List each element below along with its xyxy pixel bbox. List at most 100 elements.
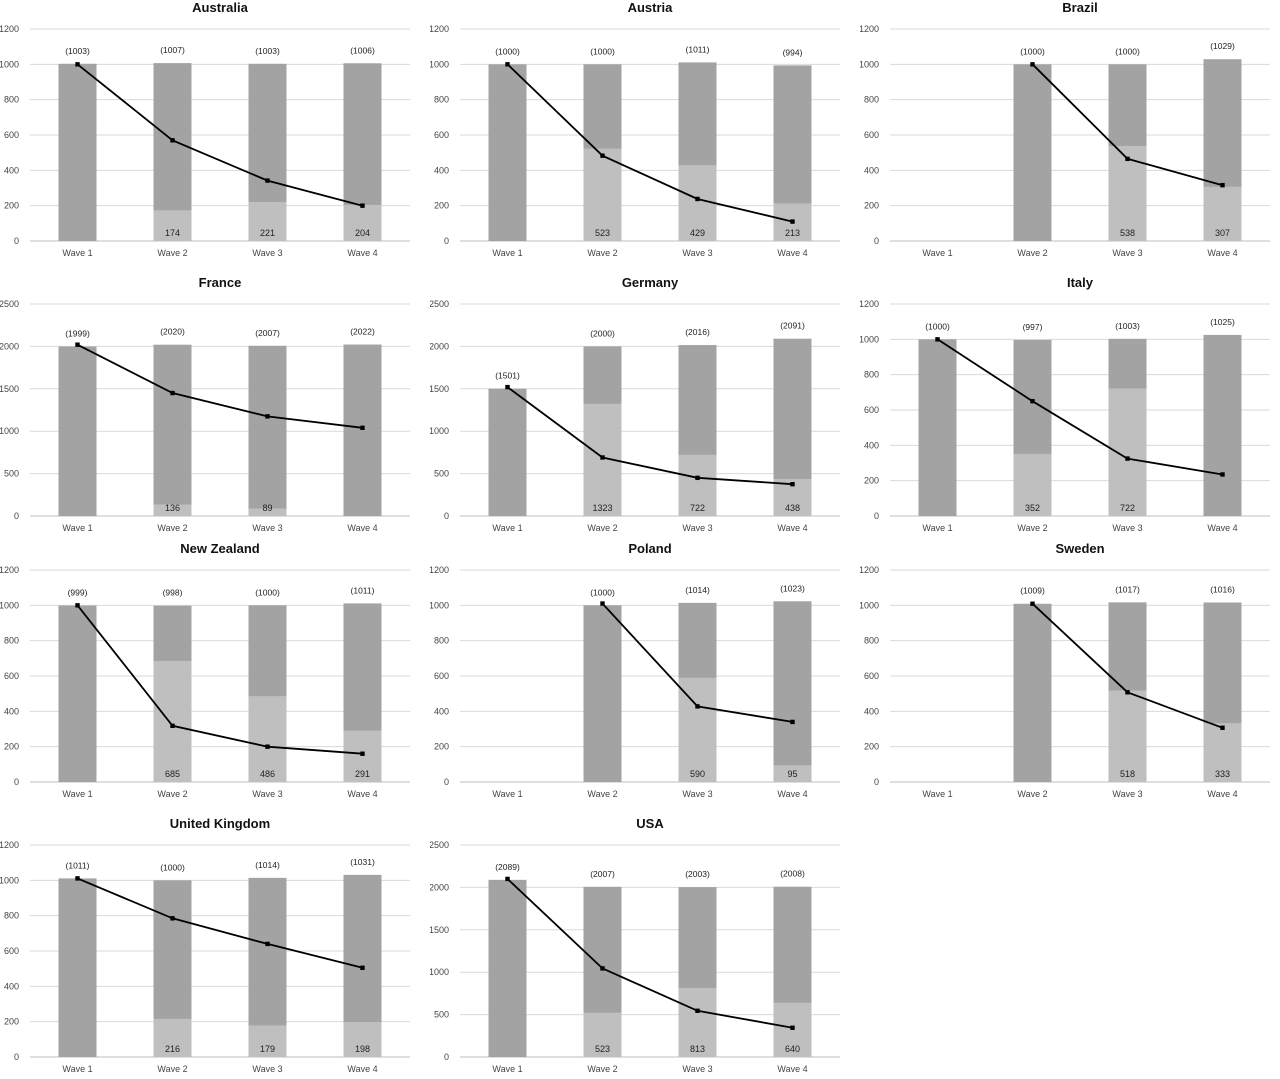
chart-panel-brazil: Brazil 0 200 400 600 800 1000 1200 Wave 1 (1000) W… [859,0,1280,263]
chart-title: France [199,275,242,290]
y-tick-label: 600 [864,405,879,415]
segment-value-label: 685 [165,769,180,779]
total-label: (1016) [1210,585,1235,595]
x-category-label: Wave 4 [777,523,807,533]
total-label: (994) [783,47,803,57]
chart-france: France 0 500 1000 1500 2000 2500 (1999) Wave 1 13… [0,275,410,533]
y-tick-label: 0 [444,1052,449,1062]
chart-new-zealand: New Zealand 0 200 400 600 800 1000 1200 (999) Wav… [0,541,410,799]
line-marker [695,1008,700,1013]
chart-panel-new-zealand: New Zealand 0 200 400 600 800 1000 1200 (999) Wav… [0,541,420,804]
line-marker [505,62,510,67]
y-tick-label: 400 [4,706,19,716]
segment-value-label: 216 [165,1044,180,1054]
segment-value-label: 198 [355,1044,370,1054]
total-label: (1023) [780,583,805,593]
y-tick-label: 1200 [0,565,19,575]
bar-segment [343,730,382,782]
bar-segment [343,204,382,241]
bar-total [1013,603,1052,782]
bar-segment [153,504,192,516]
y-tick-label: 1000 [0,59,19,69]
chart-italy: Italy 0 200 400 600 800 1000 1200 (1000) Wave 1 35… [859,275,1270,533]
y-tick-label: 500 [434,1010,449,1020]
segment-value-label: 179 [260,1044,275,1054]
chart-title: Australia [192,0,248,15]
y-tick-label: 0 [874,511,879,521]
bar-total [488,388,527,516]
x-category-label: Wave 2 [157,248,187,258]
y-tick-label: 400 [434,165,449,175]
y-tick-label: 800 [434,636,449,646]
x-category-label: Wave 1 [922,248,952,258]
x-category-label: Wave 4 [777,1064,807,1074]
y-tick-label: 1000 [860,600,879,610]
bar-segment [343,1022,382,1057]
y-tick-label: 1000 [430,59,449,69]
y-tick-label: 1000 [0,875,19,885]
x-category-label: Wave 4 [347,248,377,258]
y-tick-label: 200 [4,201,19,211]
bar-total [1203,334,1242,516]
y-tick-label: 600 [4,671,19,681]
y-tick-label: 0 [14,1052,19,1062]
chart-panel-italy: Italy 0 200 400 600 800 1000 1200 (1000) Wave 1 35… [859,275,1280,538]
total-label: (1000) [495,46,520,56]
line-marker [505,384,510,390]
bar-total [488,64,527,241]
x-category-label: Wave 3 [252,1064,282,1074]
bar-total [488,879,527,1057]
line-marker [1125,156,1130,162]
total-label: (1003) [255,46,280,56]
x-category-label: Wave 2 [157,1064,187,1074]
y-tick-label: 1000 [430,600,449,610]
x-category-label: Wave 2 [157,789,187,799]
y-tick-label: 2500 [430,299,449,309]
x-category-label: Wave 3 [682,523,712,533]
bar-segment [678,165,717,241]
total-label: (1011) [686,44,710,54]
segment-value-label: 174 [165,228,180,238]
y-tick-label: 200 [434,742,449,752]
chart-panel-australia: Australia 0 200 400 600 800 1000 1200 (1003) Wave… [0,0,420,263]
x-category-label: Wave 1 [492,248,522,258]
chart-title: Germany [622,275,679,290]
x-category-label: Wave 3 [1112,523,1142,533]
bar-segment [678,454,717,516]
bar-segment [248,1025,287,1057]
bar-segment [1203,723,1242,782]
y-tick-label: 0 [874,236,879,246]
x-category-label: Wave 2 [587,248,617,258]
x-category-label: Wave 3 [682,248,712,258]
line-marker [1220,472,1225,477]
line-marker [790,1025,795,1030]
chart-austria: Austria 0 200 400 600 800 1000 1200 (1000) Wave 1… [429,0,840,258]
bar-segment [1013,453,1052,516]
line-marker [695,704,700,709]
total-label: (1000) [1115,46,1140,56]
trend-line [77,343,363,429]
line-marker [790,482,795,487]
total-label: (1007) [160,45,185,55]
total-label: (1029) [1210,41,1235,51]
total-label: (1000) [590,46,615,56]
chart-title: Poland [628,541,671,556]
x-category-label: Wave 3 [252,789,282,799]
y-tick-label: 0 [14,236,19,246]
chart-united-kingdom: United Kingdom 0 200 400 600 800 1000 1200 (1011… [0,816,410,1074]
segment-value-label: 136 [165,503,180,513]
line-marker [1220,182,1225,188]
y-tick-label: 1000 [0,426,19,436]
total-label: (1000) [160,862,185,872]
x-category-label: Wave 2 [1017,523,1047,533]
y-tick-label: 600 [434,671,449,681]
y-tick-label: 0 [874,777,879,787]
y-tick-label: 800 [864,95,879,105]
line-marker [1125,690,1130,695]
line-marker [600,601,605,606]
bar-segment [1108,690,1147,782]
line-marker [600,966,605,971]
y-tick-label: 200 [4,742,19,752]
x-category-label: Wave 4 [347,523,377,533]
total-label: (1003) [65,46,90,56]
